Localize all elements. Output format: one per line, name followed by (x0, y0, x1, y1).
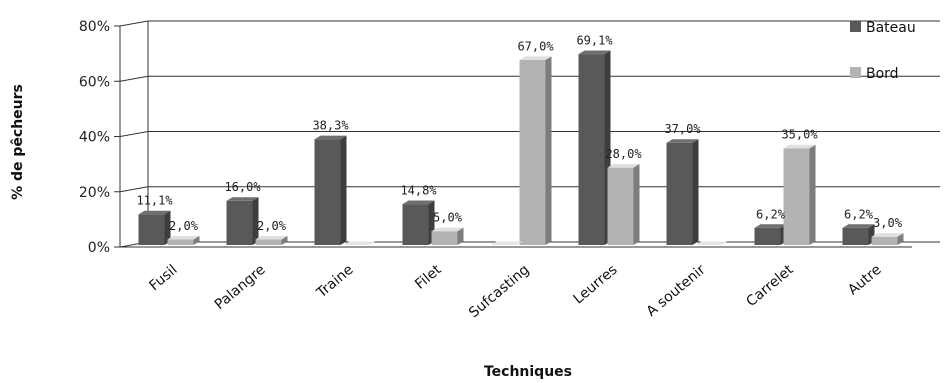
legend: Bateau Bord (850, 20, 916, 82)
data-label: 38,3% (312, 119, 349, 133)
bar-side (633, 164, 640, 245)
bar-top (226, 197, 259, 201)
bar-top (754, 224, 787, 228)
bar-side (193, 235, 200, 245)
bar-bateau (314, 139, 341, 245)
y-tick-label: 40% (79, 130, 110, 146)
bar-top (783, 144, 816, 149)
bar-bord (783, 148, 810, 245)
gridline-depth (119, 186, 149, 193)
data-label: 11,1% (136, 194, 173, 208)
legend-label-bateau: Bateau (866, 20, 916, 36)
bar-side (164, 210, 171, 245)
bar-top (871, 233, 904, 237)
data-label: 6,2% (756, 207, 786, 221)
data-label: 14,8% (400, 184, 437, 198)
bar-side (457, 227, 464, 245)
bar-top (519, 56, 552, 60)
y-tick-label: 80% (79, 19, 110, 35)
gridline-depth (119, 75, 149, 82)
x-tick-label: A soutenir (644, 262, 709, 320)
bar-side (340, 135, 347, 245)
legend-label-bord: Bord (866, 66, 899, 82)
legend-swatch-bord (850, 67, 861, 78)
bar-top (138, 210, 171, 215)
bar-top (666, 139, 699, 143)
y-axis-title: % de pêcheurs (10, 84, 26, 200)
bar-side (692, 139, 699, 245)
x-tick-label: Leurres (571, 262, 621, 308)
y-tick-label: 20% (79, 185, 110, 201)
x-tick-label: Fusil (146, 262, 180, 294)
x-tick-label: Filet (412, 261, 445, 292)
y-tick-label: 60% (79, 74, 110, 90)
bar-top (431, 227, 464, 232)
bar-bateau (402, 204, 429, 245)
bar-bateau (578, 54, 605, 245)
data-label: 3,0% (873, 216, 903, 230)
y-tick-label: 0% (88, 240, 110, 256)
bar-bateau (842, 227, 869, 245)
x-tick-label: Sufcasting (466, 262, 533, 321)
bar-bord (607, 167, 634, 245)
data-label: 2,0% (169, 219, 199, 233)
data-label: 2,0% (257, 219, 287, 233)
bar-top (607, 164, 640, 168)
bar-top (402, 200, 435, 205)
bar-top (255, 235, 288, 240)
data-label: 69,1% (576, 34, 613, 48)
legend-swatch-bateau (850, 21, 861, 32)
gridline-depth (119, 20, 149, 27)
bar-bord (519, 59, 546, 245)
bar-bateau (226, 200, 253, 245)
data-label: 5,0% (433, 211, 463, 225)
bar-bateau (138, 214, 165, 245)
data-label: 28,0% (605, 147, 642, 161)
bar-side (252, 197, 259, 245)
data-labels: 11,1% 2,0% 16,0% 2,0% 38,3% 14,8% 5,0% 67,0% 69,… (136, 34, 902, 233)
y-tick-labels: 0% 20% 40% 60% 80% (79, 19, 110, 256)
bar-side (897, 233, 904, 245)
bar-side (281, 235, 288, 245)
bar-bord (255, 239, 282, 245)
bar-bord (167, 239, 194, 245)
bar-side (545, 56, 552, 245)
bar-top (167, 235, 200, 240)
data-label: 37,0% (664, 122, 701, 136)
bar-side (809, 144, 816, 245)
data-label: 35,0% (781, 128, 818, 142)
bar-bord (431, 231, 458, 245)
bar-top (842, 224, 875, 228)
data-label: 16,0% (224, 180, 261, 194)
x-tick-label: Carrelet (743, 261, 797, 310)
gridline-depth (119, 131, 149, 137)
bar-top (578, 50, 611, 55)
bars (138, 50, 904, 246)
x-tick-labels: Fusil Palangre Traine Filet Sufcasting Leurre… (146, 261, 884, 321)
bar-bateau (666, 142, 693, 245)
x-tick-label: Autre (845, 262, 884, 299)
data-label: 67,0% (517, 39, 554, 53)
bar-floor-empty (490, 241, 523, 245)
bar-bateau (754, 227, 781, 245)
x-tick-label: Traine (313, 262, 356, 302)
data-label: 6,2% (844, 207, 874, 221)
bar-floor-empty (343, 241, 376, 245)
bar-bord (871, 236, 898, 245)
x-tick-label: Palangre (212, 262, 269, 313)
bar-floor-empty (695, 241, 728, 245)
bar-top (314, 135, 347, 140)
x-axis-title: Techniques (484, 364, 572, 380)
